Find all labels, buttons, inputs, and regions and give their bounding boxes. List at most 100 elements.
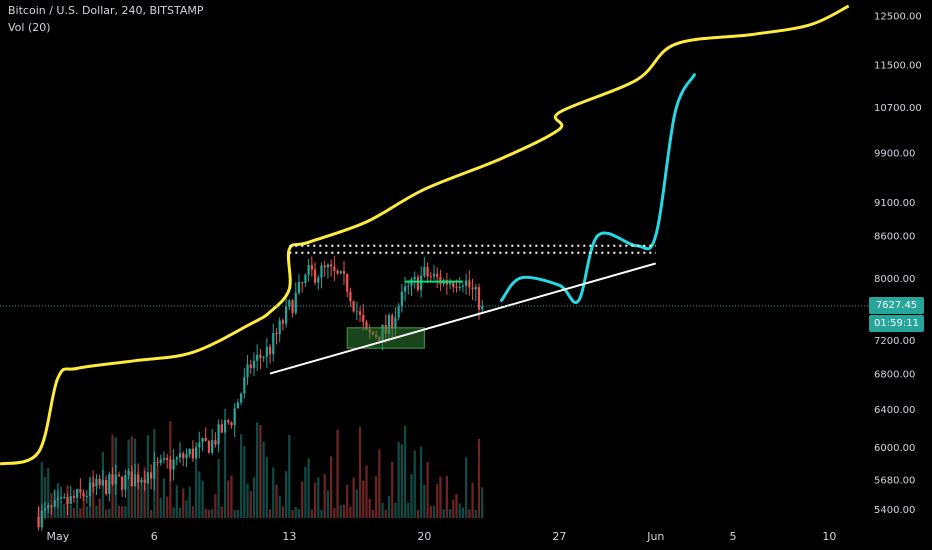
candle [326, 264, 330, 268]
volume-bar [304, 466, 307, 518]
volume-bar [214, 493, 217, 518]
envelope-line[interactable] [0, 4, 850, 466]
volume-bar [198, 471, 201, 518]
volume-bar [236, 509, 240, 518]
price-axis[interactable]: 12500.00 11500.00 10700.00 9900.00 9100.00 86… [874, 11, 922, 516]
price-tick-label: 8000.00 [874, 274, 915, 285]
candle [162, 458, 166, 460]
candle [185, 454, 188, 459]
candle [439, 276, 442, 285]
support-trendline[interactable] [269, 262, 657, 375]
candle [204, 437, 207, 442]
volume-bar [474, 509, 477, 518]
candle [397, 306, 400, 318]
time-tick-label: 10 [822, 530, 836, 543]
volume-bar [108, 508, 111, 518]
projection-path[interactable] [500, 73, 696, 304]
volume-bar [384, 509, 387, 518]
candle [275, 332, 278, 335]
candle [149, 472, 153, 479]
candle [63, 497, 66, 499]
candle [111, 474, 114, 485]
candle [246, 364, 249, 378]
volume-indicator-label[interactable]: Vol (20) [8, 21, 51, 34]
candle [188, 448, 191, 455]
candle [352, 301, 355, 312]
candle [294, 292, 297, 313]
candle [452, 282, 455, 287]
candle [471, 287, 474, 290]
volume-bar [365, 465, 368, 518]
volume-bar [371, 509, 375, 518]
volume-bar [79, 508, 82, 518]
volume-bar [339, 505, 342, 518]
volume-bar [59, 501, 63, 518]
price-tick-label: 10700.00 [874, 103, 922, 114]
volume-bar [368, 498, 371, 518]
volume-bar [256, 422, 259, 518]
candle [175, 457, 178, 460]
volume-bar [439, 476, 442, 518]
candle [304, 274, 307, 283]
volume-bar [172, 507, 175, 518]
candle [272, 332, 275, 355]
candle [362, 314, 365, 322]
candle [317, 277, 320, 283]
volume-bar [407, 502, 410, 518]
volume-bar [297, 509, 301, 518]
volume-bar [92, 470, 95, 518]
candle [400, 291, 403, 307]
support-zone-box[interactable] [346, 327, 425, 349]
volume-bar [243, 446, 246, 518]
candle [420, 275, 423, 290]
volume-bar [223, 434, 227, 518]
candle [339, 271, 342, 274]
candle [211, 440, 214, 453]
volume-bar [175, 485, 178, 518]
volume-bar [249, 490, 252, 518]
candlestick-series [37, 255, 484, 532]
candle [133, 474, 137, 487]
volume-bar [442, 509, 445, 518]
candle [320, 265, 323, 278]
volume-bar [43, 476, 47, 518]
candle [98, 478, 101, 486]
candle [88, 482, 92, 497]
candle [461, 285, 465, 287]
price-tick-label: 6000.00 [874, 443, 915, 454]
volume-bar [194, 458, 198, 518]
volume-bar [191, 506, 195, 518]
time-axis[interactable]: May 6 13 20 27 Jun 5 10 [46, 530, 836, 543]
volume-bar [281, 506, 285, 518]
candle [278, 320, 281, 335]
candle [207, 441, 211, 453]
symbol-title[interactable]: Bitcoin / U.S. Dollar, 240, BITSTAMP [8, 4, 204, 17]
volume-bar [98, 498, 101, 518]
candle [47, 505, 50, 509]
volume-bar [284, 471, 288, 518]
volume-bar [429, 505, 432, 518]
candle [223, 420, 227, 433]
price-tick-label: 5400.00 [874, 505, 915, 516]
volume-bar [275, 484, 278, 518]
candle [66, 497, 69, 504]
candle [252, 360, 256, 369]
candle [243, 377, 246, 394]
time-tick-label: 6 [151, 530, 158, 543]
candle [346, 273, 349, 292]
candle [429, 276, 432, 278]
volume-bar [471, 482, 474, 518]
volume-bar [227, 480, 230, 518]
candle [169, 459, 172, 470]
volume-bar [95, 505, 98, 518]
candle [137, 474, 140, 483]
volume-bar [420, 446, 423, 518]
price-tick-label: 7200.00 [874, 336, 915, 347]
candle [330, 264, 333, 267]
candle [92, 482, 95, 487]
time-tick-label: May [46, 530, 69, 543]
volume-bar [149, 509, 153, 518]
volume-bar [159, 497, 162, 518]
volume-bar [104, 509, 108, 518]
